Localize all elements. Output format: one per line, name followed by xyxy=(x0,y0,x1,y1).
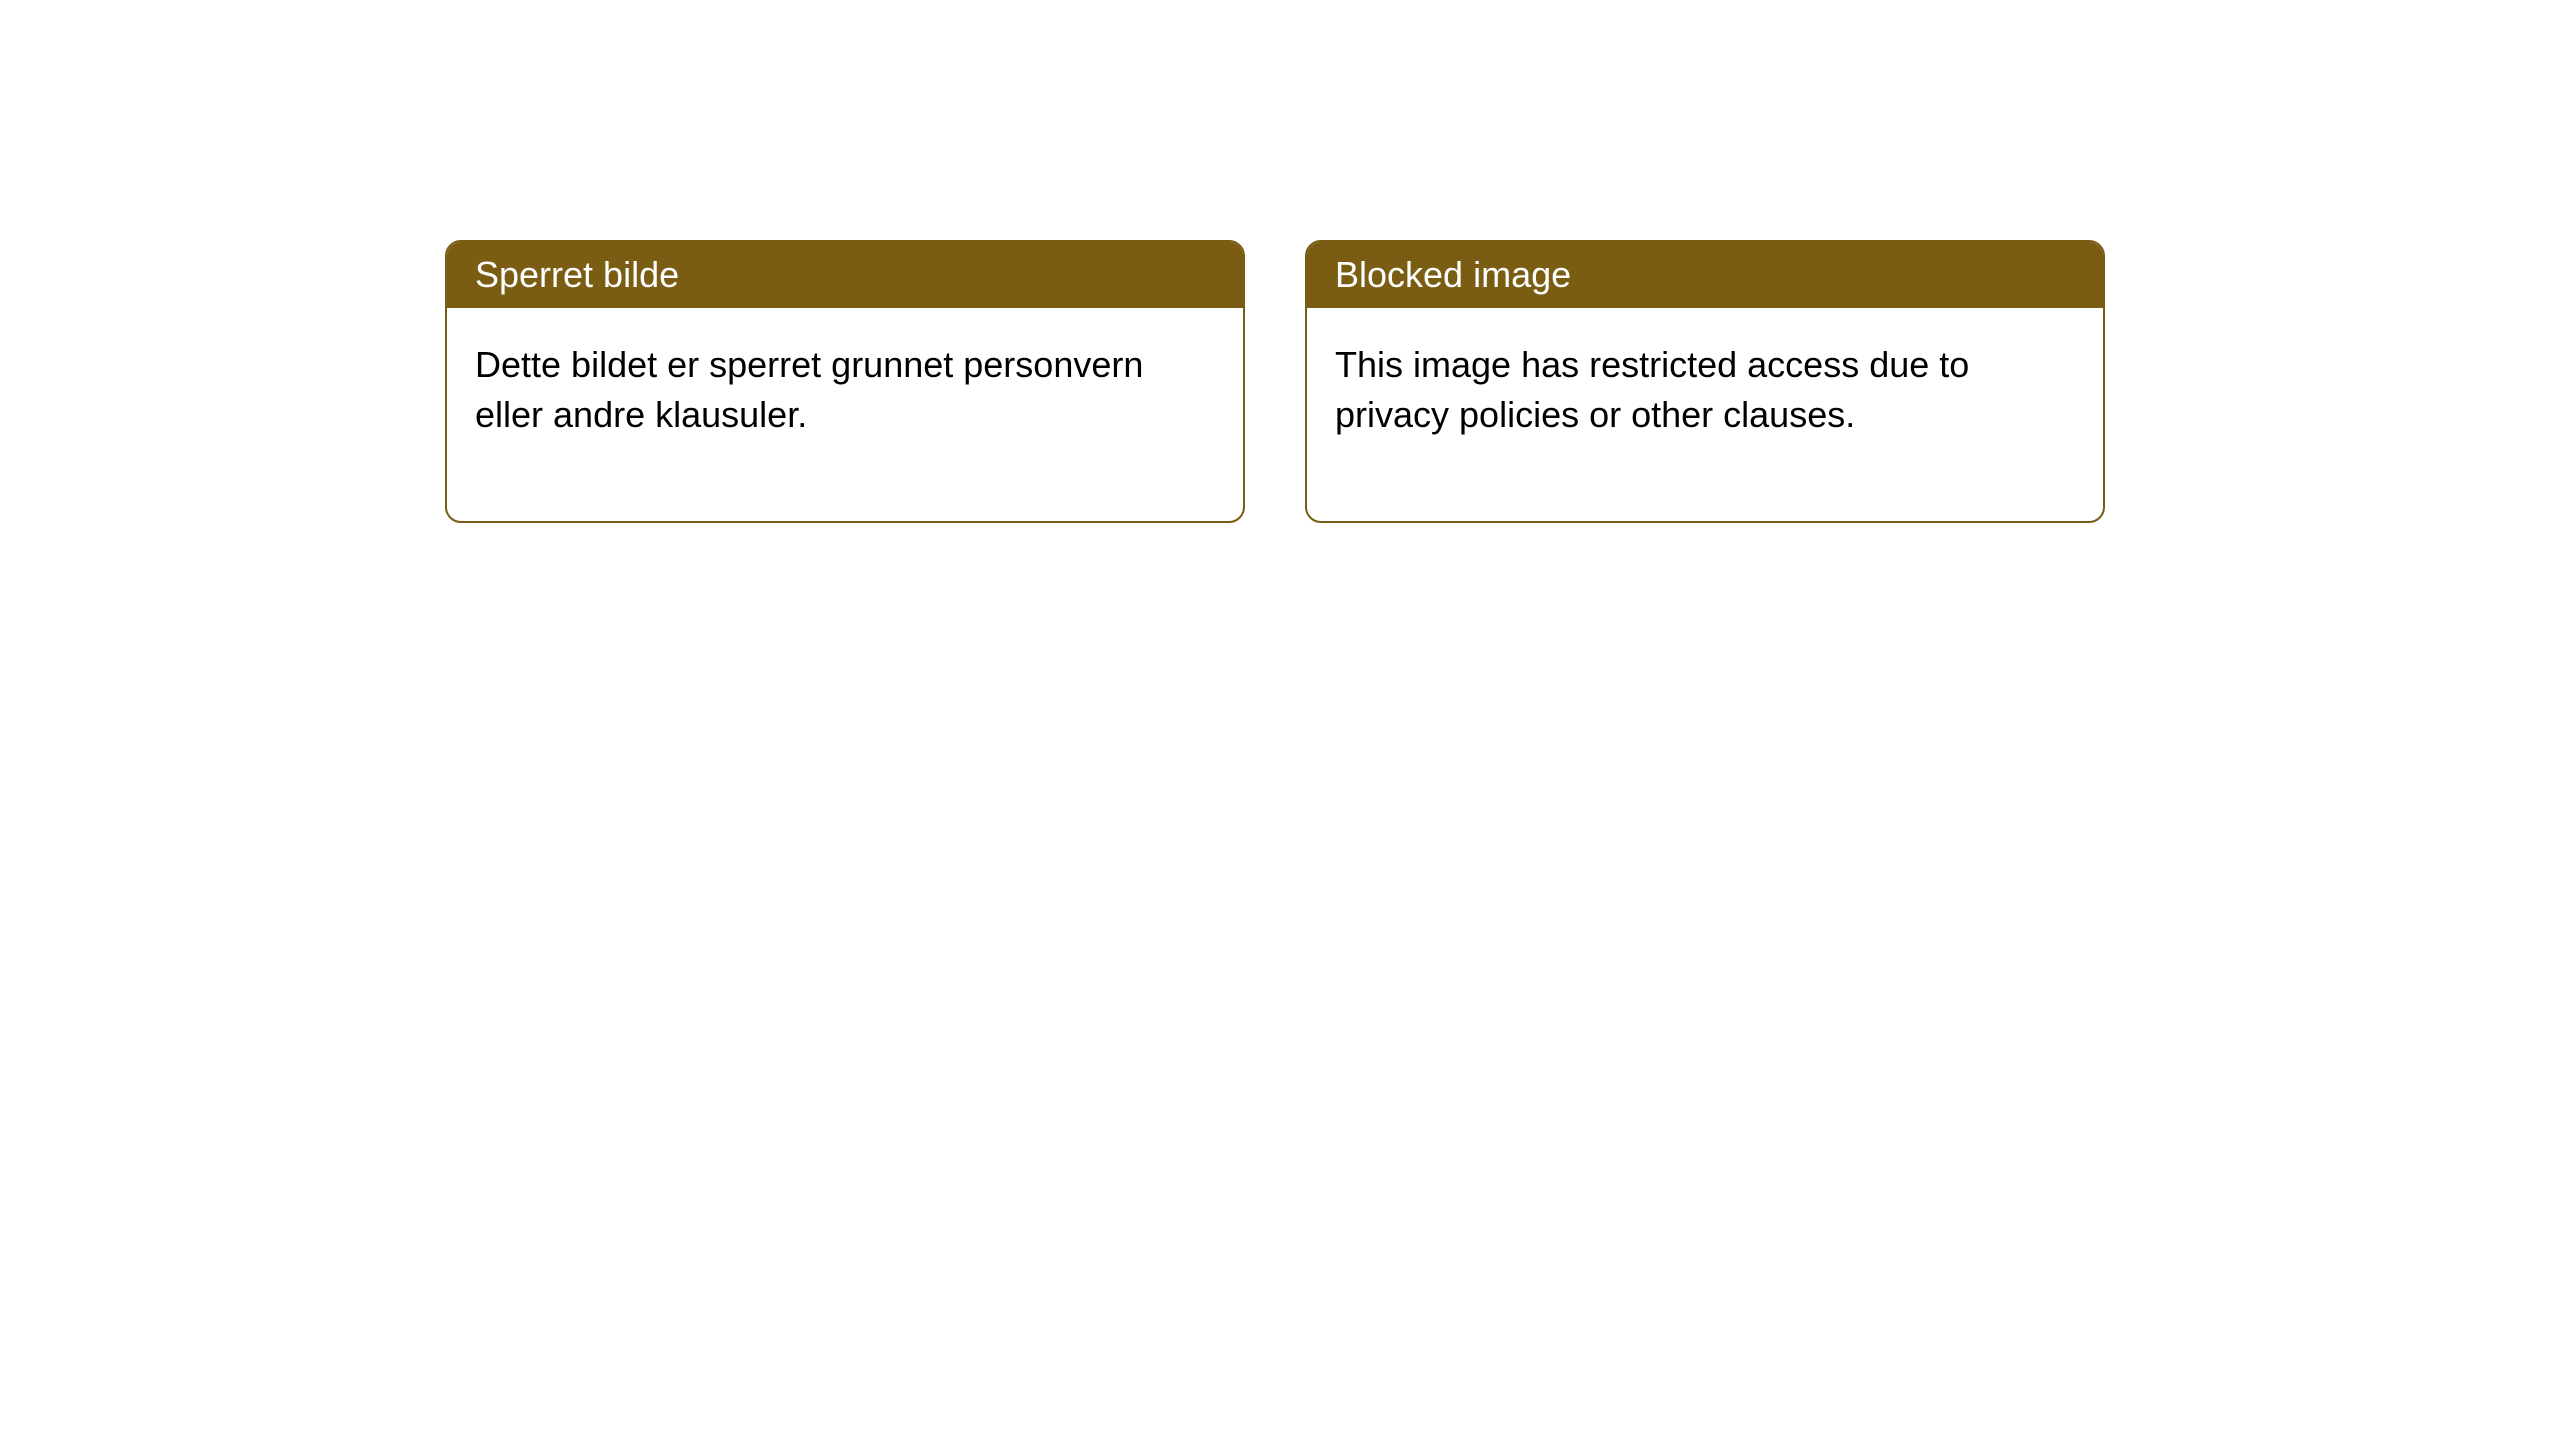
notice-container: Sperret bilde Dette bildet er sperret gr… xyxy=(445,240,2105,523)
notice-header-english: Blocked image xyxy=(1307,242,2103,308)
notice-card-english: Blocked image This image has restricted … xyxy=(1305,240,2105,523)
notice-body-english: This image has restricted access due to … xyxy=(1307,308,2103,521)
notice-card-norwegian: Sperret bilde Dette bildet er sperret gr… xyxy=(445,240,1245,523)
notice-header-norwegian: Sperret bilde xyxy=(447,242,1243,308)
notice-body-norwegian: Dette bildet er sperret grunnet personve… xyxy=(447,308,1243,521)
